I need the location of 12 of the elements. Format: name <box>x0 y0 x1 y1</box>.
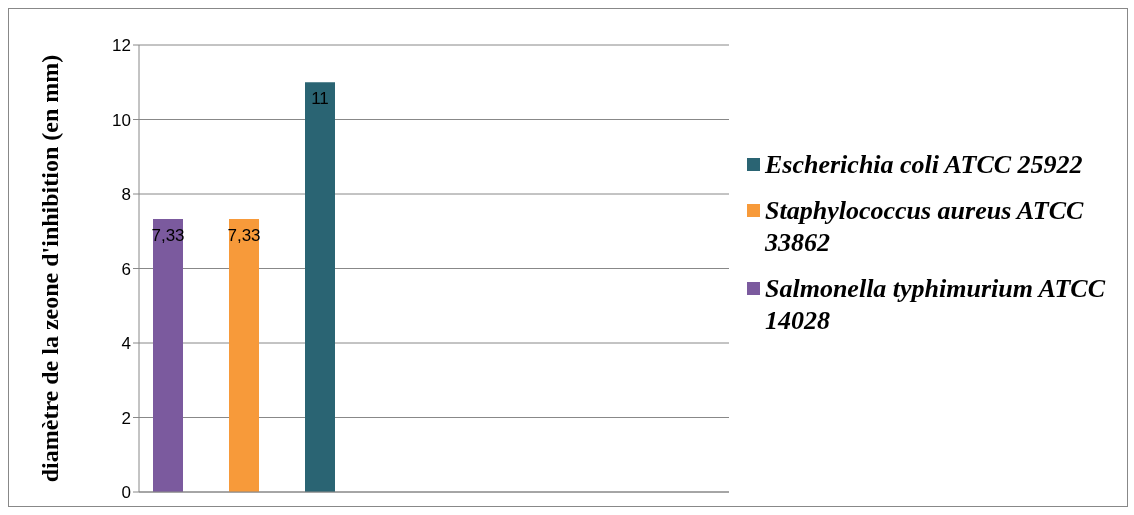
y-tick-label: 12 <box>112 36 131 56</box>
y-tick-label: 4 <box>121 334 131 354</box>
legend-label: Escherichia coli ATCC 25922 <box>765 149 1083 181</box>
legend-label: Salmonella typhimurium ATCC 14028 <box>765 273 1107 337</box>
y-tick-label: 2 <box>121 408 131 428</box>
y-tick-label: 8 <box>121 185 131 205</box>
y-tick-label: 10 <box>112 110 131 130</box>
y-axis-title: diamètre de la zeone d'inhibition (en mm) <box>36 54 63 483</box>
legend-label: Staphylococcus aureus ATCC 33862 <box>765 195 1085 259</box>
y-tick-label: 6 <box>121 259 131 279</box>
data-label: 11 <box>311 89 329 109</box>
y-tick-label: 0 <box>121 483 131 503</box>
